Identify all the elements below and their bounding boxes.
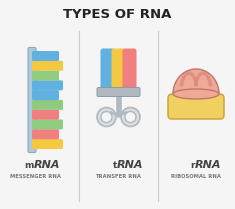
- Polygon shape: [173, 69, 219, 94]
- FancyBboxPatch shape: [122, 48, 137, 92]
- FancyBboxPatch shape: [32, 110, 59, 120]
- FancyBboxPatch shape: [32, 90, 59, 100]
- Circle shape: [125, 111, 136, 122]
- FancyBboxPatch shape: [32, 61, 63, 71]
- FancyBboxPatch shape: [32, 129, 59, 139]
- Text: TRANSFER RNA: TRANSFER RNA: [95, 175, 141, 180]
- Text: t: t: [113, 161, 117, 169]
- Circle shape: [121, 107, 140, 126]
- FancyBboxPatch shape: [32, 100, 63, 110]
- Text: RNA: RNA: [195, 160, 222, 170]
- FancyBboxPatch shape: [168, 94, 224, 119]
- Text: RNA: RNA: [117, 160, 144, 170]
- Circle shape: [101, 111, 112, 122]
- Text: RNA: RNA: [34, 160, 60, 170]
- FancyBboxPatch shape: [111, 48, 125, 92]
- Text: r: r: [191, 161, 195, 169]
- Circle shape: [97, 107, 116, 126]
- FancyBboxPatch shape: [32, 51, 59, 61]
- Ellipse shape: [173, 89, 219, 99]
- Text: MESSENGER RNA: MESSENGER RNA: [9, 175, 60, 180]
- Text: TYPES OF RNA: TYPES OF RNA: [63, 8, 172, 21]
- FancyBboxPatch shape: [97, 88, 140, 97]
- Text: m: m: [25, 161, 34, 169]
- FancyBboxPatch shape: [28, 47, 36, 153]
- FancyBboxPatch shape: [32, 139, 63, 149]
- Text: RIBOSOMAL RNA: RIBOSOMAL RNA: [171, 175, 221, 180]
- FancyBboxPatch shape: [101, 48, 114, 92]
- FancyBboxPatch shape: [32, 120, 63, 129]
- FancyBboxPatch shape: [32, 71, 59, 80]
- FancyBboxPatch shape: [32, 80, 63, 90]
